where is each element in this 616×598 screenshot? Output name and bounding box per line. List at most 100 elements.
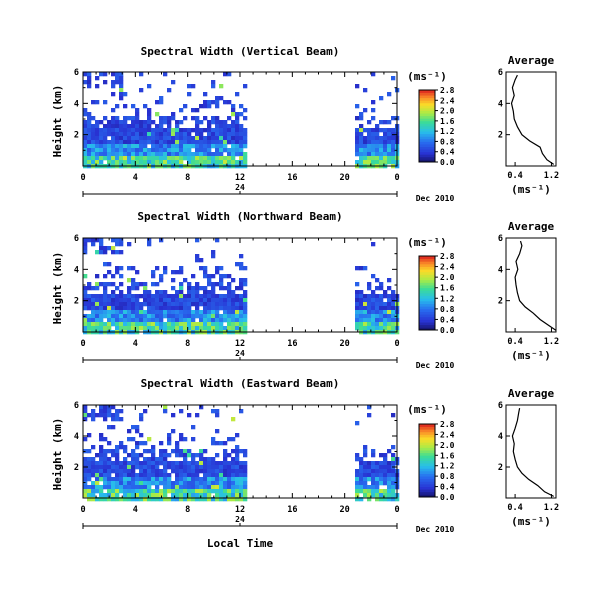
heatmap-cell: [231, 136, 236, 141]
heatmap-cell: [151, 306, 156, 311]
heatmap-cell: [87, 302, 92, 307]
heatmap-cell: [191, 469, 196, 474]
heatmap-cell: [99, 282, 104, 287]
heatmap-cell: [135, 108, 140, 113]
heatmap-cell: [151, 310, 156, 315]
heatmap-cell: [355, 322, 360, 327]
heatmap-cell: [99, 433, 104, 438]
heatmap-cell: [135, 457, 140, 462]
colorbar-segment: [419, 285, 435, 289]
heatmap-cell: [203, 144, 208, 149]
heatmap-cell: [383, 128, 388, 133]
heatmap-cell: [203, 477, 208, 482]
heatmap-cell: [219, 294, 224, 299]
heatmap-cell: [243, 473, 248, 478]
colorbar-tick-label: 1.6: [440, 451, 455, 460]
heatmap-cell: [91, 152, 96, 157]
heatmap-cell: [235, 92, 240, 97]
colorbar-segment: [419, 322, 435, 326]
heatmap-cell: [127, 290, 132, 295]
heatmap-cell: [135, 425, 140, 430]
heatmap-cell: [235, 453, 240, 458]
heatmap-cell: [91, 481, 96, 486]
heatmap-cell: [83, 461, 88, 466]
heatmap-cell: [131, 314, 136, 319]
heatmap-cell: [115, 294, 120, 299]
heatmap-cell: [111, 282, 116, 287]
heatmap-cell: [111, 461, 116, 466]
heatmap-cell: [167, 497, 172, 502]
heatmap-cell: [91, 298, 96, 303]
heatmap-cell: [375, 318, 380, 323]
heatmap-cell: [139, 310, 144, 315]
day-label: 24: [235, 349, 245, 358]
heatmap-cell: [167, 144, 172, 149]
heatmap-cell: [171, 469, 176, 474]
heatmap-cell: [203, 160, 208, 165]
colorbar-tick-label: 1.2: [440, 127, 455, 136]
colorbar: 0.00.40.81.21.62.02.42.8(ms⁻¹): [407, 403, 455, 502]
heatmap-cell: [223, 136, 228, 141]
heatmap-cell: [95, 314, 100, 319]
heatmap-cell: [155, 489, 160, 494]
heatmap-cell: [103, 310, 108, 315]
heatmap-cell: [239, 314, 244, 319]
heatmap-cell: [219, 286, 224, 291]
heatmap-cell: [383, 302, 388, 307]
heatmap-cell: [119, 92, 124, 97]
heatmap-cell: [371, 318, 376, 323]
heatmap-cell: [195, 120, 200, 125]
colorbar-tick-label: 0.0: [440, 158, 455, 167]
heatmap-cell: [123, 485, 128, 490]
heatmap-cell: [387, 322, 392, 327]
heatmap-cell: [215, 128, 220, 133]
colorbar-segment: [419, 141, 435, 145]
heatmap-cell: [379, 493, 384, 498]
y-tick-label: 2: [74, 297, 79, 307]
heatmap-cell: [119, 306, 124, 311]
heatmap-cell: [207, 310, 212, 315]
heatmap-cell: [131, 120, 136, 125]
heatmap-cell: [87, 124, 92, 129]
heatmap-cell: [367, 148, 372, 153]
heatmap-cell: [371, 160, 376, 165]
heatmap-cell: [151, 457, 156, 462]
heatmap-cell: [191, 294, 196, 299]
heatmap-cell: [211, 322, 216, 327]
heatmap-cell: [195, 314, 200, 319]
heatmap-cell: [207, 156, 212, 161]
heatmap-cell: [203, 100, 208, 105]
heatmap-cell: [243, 489, 248, 494]
heatmap-cell: [215, 160, 220, 165]
panel-northward: Spectral Width (Northward Beam) Height (…: [51, 210, 559, 370]
heatmap-cell: [203, 449, 208, 454]
heatmap-cell: [139, 489, 144, 494]
heatmap-cell: [151, 489, 156, 494]
heatmap-cell: [203, 457, 208, 462]
heatmap-cell: [235, 461, 240, 466]
heatmap-cell: [371, 148, 376, 153]
heatmap-cell: [199, 144, 204, 149]
heatmap-cell: [179, 449, 184, 454]
heatmap-cell: [179, 270, 184, 275]
average-y-tick-label: 4: [498, 99, 503, 109]
heatmap-area: [82, 237, 400, 335]
heatmap-cell: [359, 132, 364, 137]
heatmap-cell: [219, 469, 224, 474]
heatmap-cell: [167, 322, 172, 327]
heatmap-cell: [119, 80, 124, 85]
heatmap-cell: [175, 132, 180, 137]
heatmap-cell: [219, 318, 224, 323]
heatmap-cell: [367, 310, 372, 315]
heatmap-cell: [107, 128, 112, 133]
heatmap-cell: [171, 314, 176, 319]
colorbar-segment: [419, 470, 435, 474]
heatmap-cell: [235, 148, 240, 153]
heatmap-cell: [359, 140, 364, 145]
heatmap-cell: [219, 156, 224, 161]
heatmap-cell: [103, 314, 108, 319]
heatmap-cell: [223, 286, 228, 291]
heatmap-cell: [211, 314, 216, 319]
heatmap-cell: [359, 326, 364, 331]
heatmap-cell: [87, 76, 92, 81]
